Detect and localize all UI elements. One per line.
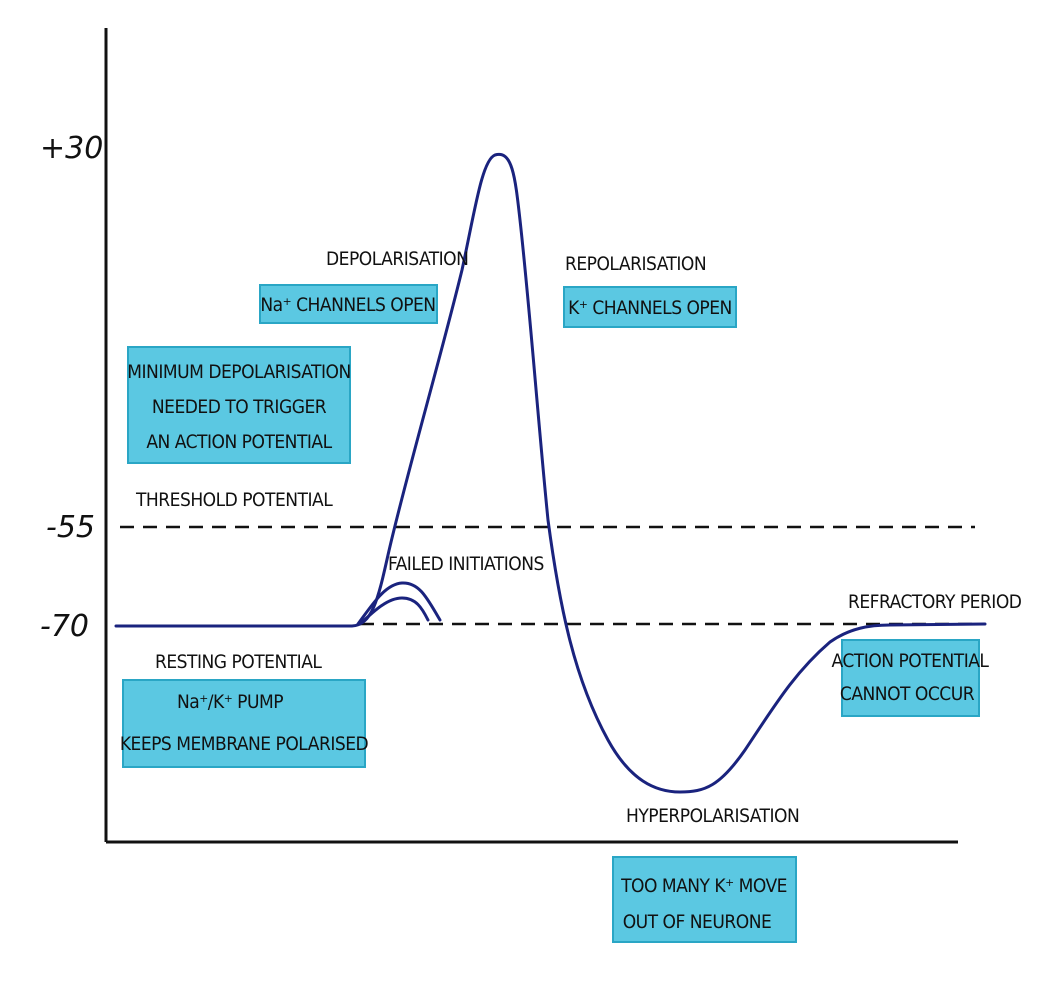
repolarisation-label: REPOLARISATION xyxy=(565,253,706,275)
na-channels-text: Na⁺ CHANNELS OPEN xyxy=(260,294,435,316)
y-tick-minus55: -55 xyxy=(46,510,95,545)
minimum-depolarisation-line1: MINIMUM DEPOLARISATION xyxy=(127,361,350,383)
hyperpolarisation-note-line1: TOO MANY K⁺ MOVE xyxy=(620,875,787,897)
depolarisation-label: DEPOLARISATION xyxy=(326,248,468,270)
failed-initiations-label: FAILED INITIATIONS xyxy=(388,553,544,575)
refractory-note-box: ACTION POTENTIAL CANNOT OCCUR xyxy=(832,639,990,717)
hyperpolarisation-note-box: TOO MANY K⁺ MOVE OUT OF NEURONE xyxy=(612,856,797,943)
y-tick-minus70: -70 xyxy=(40,609,89,644)
resting-pump-box: Na⁺/K⁺ PUMP KEEPS MEMBRANE POLARISED xyxy=(120,679,369,768)
resting-pump-line2: KEEPS MEMBRANE POLARISED xyxy=(120,733,369,755)
refractory-period-label: REFRACTORY PERIOD xyxy=(848,591,1022,613)
axes xyxy=(104,28,958,844)
k-channels-box: K⁺ CHANNELS OPEN xyxy=(563,286,737,328)
k-channels-text: K⁺ CHANNELS OPEN xyxy=(568,297,732,319)
failed-initiation-bump-small xyxy=(358,596,430,626)
failed-initiation-bump-large xyxy=(356,581,442,626)
na-channels-box: Na⁺ CHANNELS OPEN xyxy=(259,284,438,324)
refractory-note-line1: ACTION POTENTIAL xyxy=(832,650,990,672)
hyperpolarisation-note-line2: OUT OF NEURONE xyxy=(623,911,772,933)
minimum-depolarisation-box: MINIMUM DEPOLARISATION NEEDED TO TRIGGER… xyxy=(127,346,351,464)
action-potential-curve xyxy=(114,152,987,794)
threshold-potential-label: THRESHOLD POTENTIAL xyxy=(135,489,333,511)
resting-pump-line1: Na⁺/K⁺ PUMP xyxy=(177,691,283,713)
refractory-note-line2: CANNOT OCCUR xyxy=(840,683,975,705)
y-tick-plus30: +30 xyxy=(40,131,103,166)
hyperpolarisation-label: HYPERPOLARISATION xyxy=(626,805,799,827)
minimum-depolarisation-line2: NEEDED TO TRIGGER xyxy=(152,396,327,418)
resting-potential-label: RESTING POTENTIAL xyxy=(155,651,322,673)
minimum-depolarisation-line3: AN ACTION POTENTIAL xyxy=(146,431,332,453)
